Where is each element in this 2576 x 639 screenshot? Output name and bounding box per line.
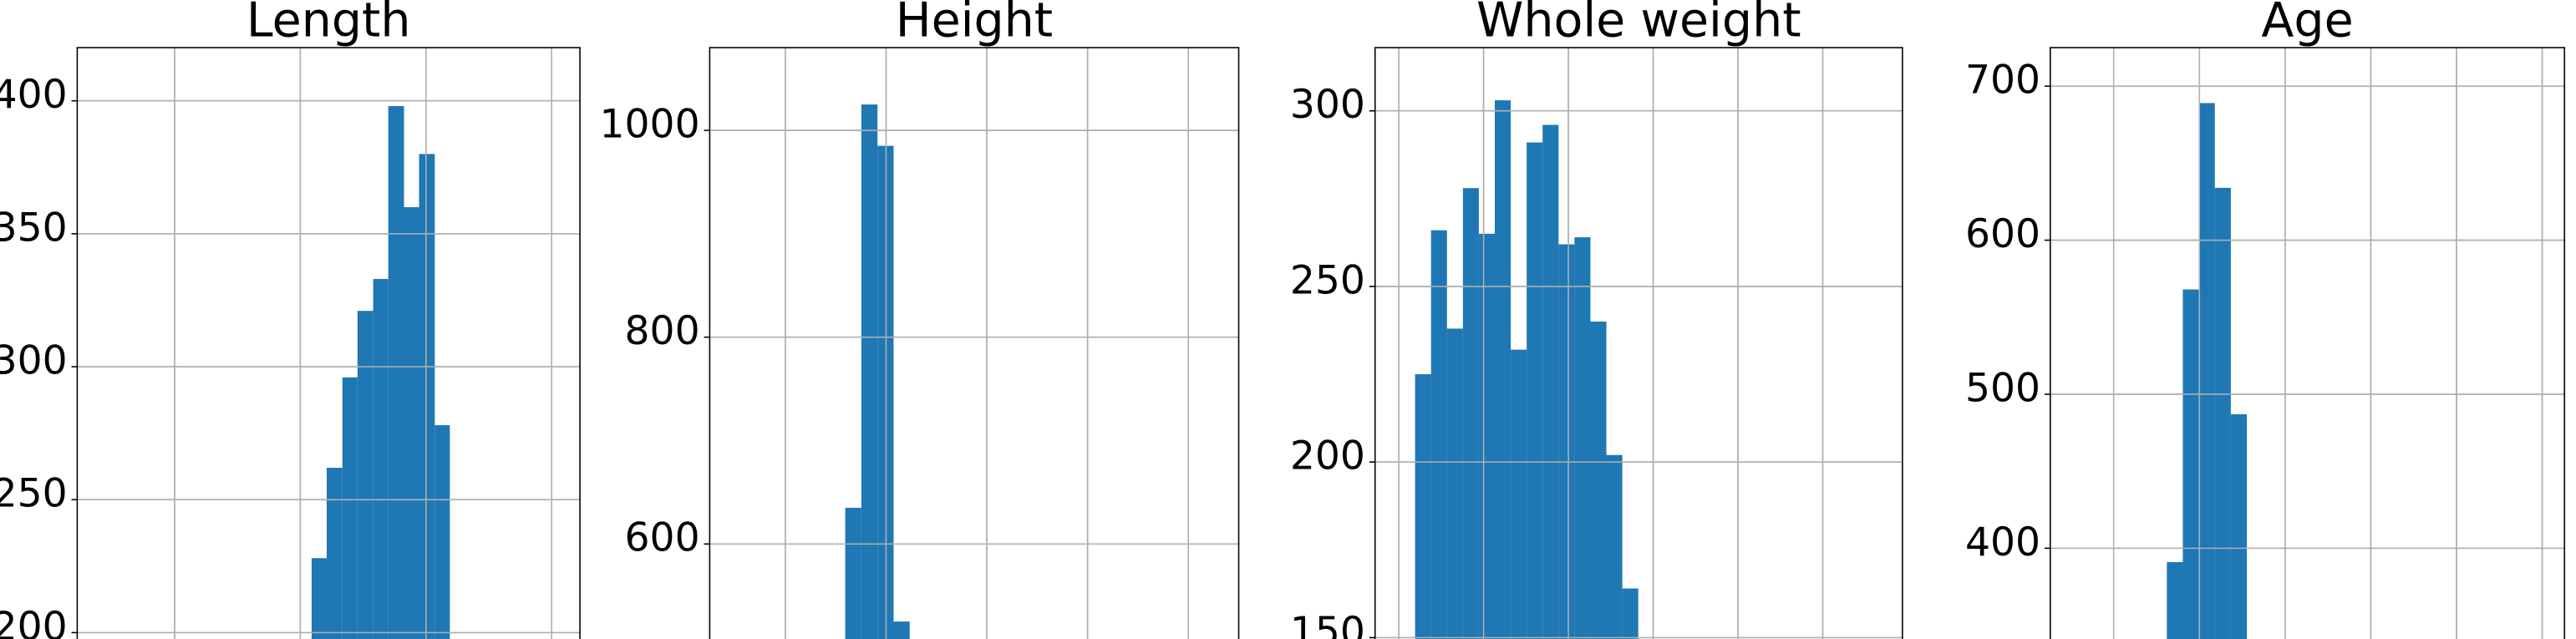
histogram-bar <box>2198 103 2215 639</box>
grid-overlay <box>1374 48 1903 639</box>
y-tick-label: 300 <box>1290 82 1365 128</box>
histogram-bar <box>1430 230 1447 639</box>
grid-overlay <box>709 48 1239 639</box>
histogram-bar <box>419 154 435 639</box>
histogram-bar <box>326 467 343 639</box>
histogram-bar <box>404 207 419 639</box>
y-tick-label: 200 <box>0 604 68 639</box>
histogram-bar <box>1558 244 1575 639</box>
y-tick-label: 400 <box>0 72 68 118</box>
histogram-4: 510152025300100200300400500600700Age <box>1965 0 2566 639</box>
histogram-bar <box>2214 187 2231 639</box>
y-tick-label: 300 <box>0 337 68 383</box>
histogram-2: 0.20.40.60.81.002004006008001000Height <box>600 0 1240 639</box>
y-tick-label: 600 <box>1965 211 2040 257</box>
histogram-bar <box>1415 374 1431 639</box>
histogram-bar <box>1574 237 1591 639</box>
y-tick-label: 800 <box>625 308 700 354</box>
histogram-bar <box>1478 233 1495 639</box>
histogram-3: 0.00.51.01.52.02.5050100150200250300Whol… <box>1290 0 1903 639</box>
histogram-bar <box>1494 100 1512 639</box>
histogram-bar <box>1590 321 1607 639</box>
bars <box>2167 103 2248 639</box>
histogram-1: 0.20.40.60.8050100150200250300350400Leng… <box>0 0 581 639</box>
histogram-bar <box>893 621 910 639</box>
y-tick-label: 700 <box>1965 58 2040 104</box>
axes-frame <box>709 47 1240 639</box>
bars <box>1415 100 1639 639</box>
y-tick-label: 250 <box>1290 257 1365 303</box>
histogram-bar <box>1511 349 1527 639</box>
chart-title: Age <box>2261 0 2353 48</box>
chart-title: Length <box>246 0 411 48</box>
y-tick-label: 1000 <box>600 102 700 148</box>
chart-title: Height <box>896 0 1053 48</box>
grid-overlay <box>2050 48 2565 639</box>
y-tick-label: 600 <box>625 515 700 561</box>
histogram-bar <box>357 311 373 639</box>
axes-frame <box>1374 47 1903 639</box>
plot-area <box>2050 48 2565 639</box>
histogram-bar <box>1622 588 1639 639</box>
histogram-bar <box>2167 561 2183 639</box>
histogram-bar <box>861 104 878 639</box>
histogram-bar <box>1527 142 1543 639</box>
y-tick-label: 150 <box>1290 609 1365 639</box>
chart-title: Whole weight <box>1476 0 1801 48</box>
plot-area <box>709 48 1239 639</box>
histogram-bar <box>2230 413 2248 639</box>
bars <box>311 106 450 639</box>
histogram-bar <box>388 106 404 639</box>
y-tick-label: 200 <box>1290 434 1365 479</box>
y-tick-label: 400 <box>1965 520 2040 565</box>
y-tick-label: 350 <box>0 205 68 251</box>
histogram-bar <box>1462 188 1479 639</box>
histogram-bar <box>373 278 389 639</box>
histogram-bar <box>1542 124 1559 639</box>
histogram-bar <box>342 377 358 639</box>
histogram-bar <box>845 507 861 639</box>
y-tick-label: 250 <box>0 471 68 517</box>
histogram-bar <box>1606 454 1623 639</box>
grid-overlay <box>77 48 581 639</box>
axes-frame <box>2050 47 2566 639</box>
histogram-bar <box>1446 328 1463 639</box>
histogram-bar <box>434 425 450 639</box>
axes-frame <box>76 47 581 639</box>
histogram-bar <box>2182 289 2199 639</box>
y-tick-label: 500 <box>1965 365 2040 411</box>
histogram-bar <box>311 558 327 639</box>
